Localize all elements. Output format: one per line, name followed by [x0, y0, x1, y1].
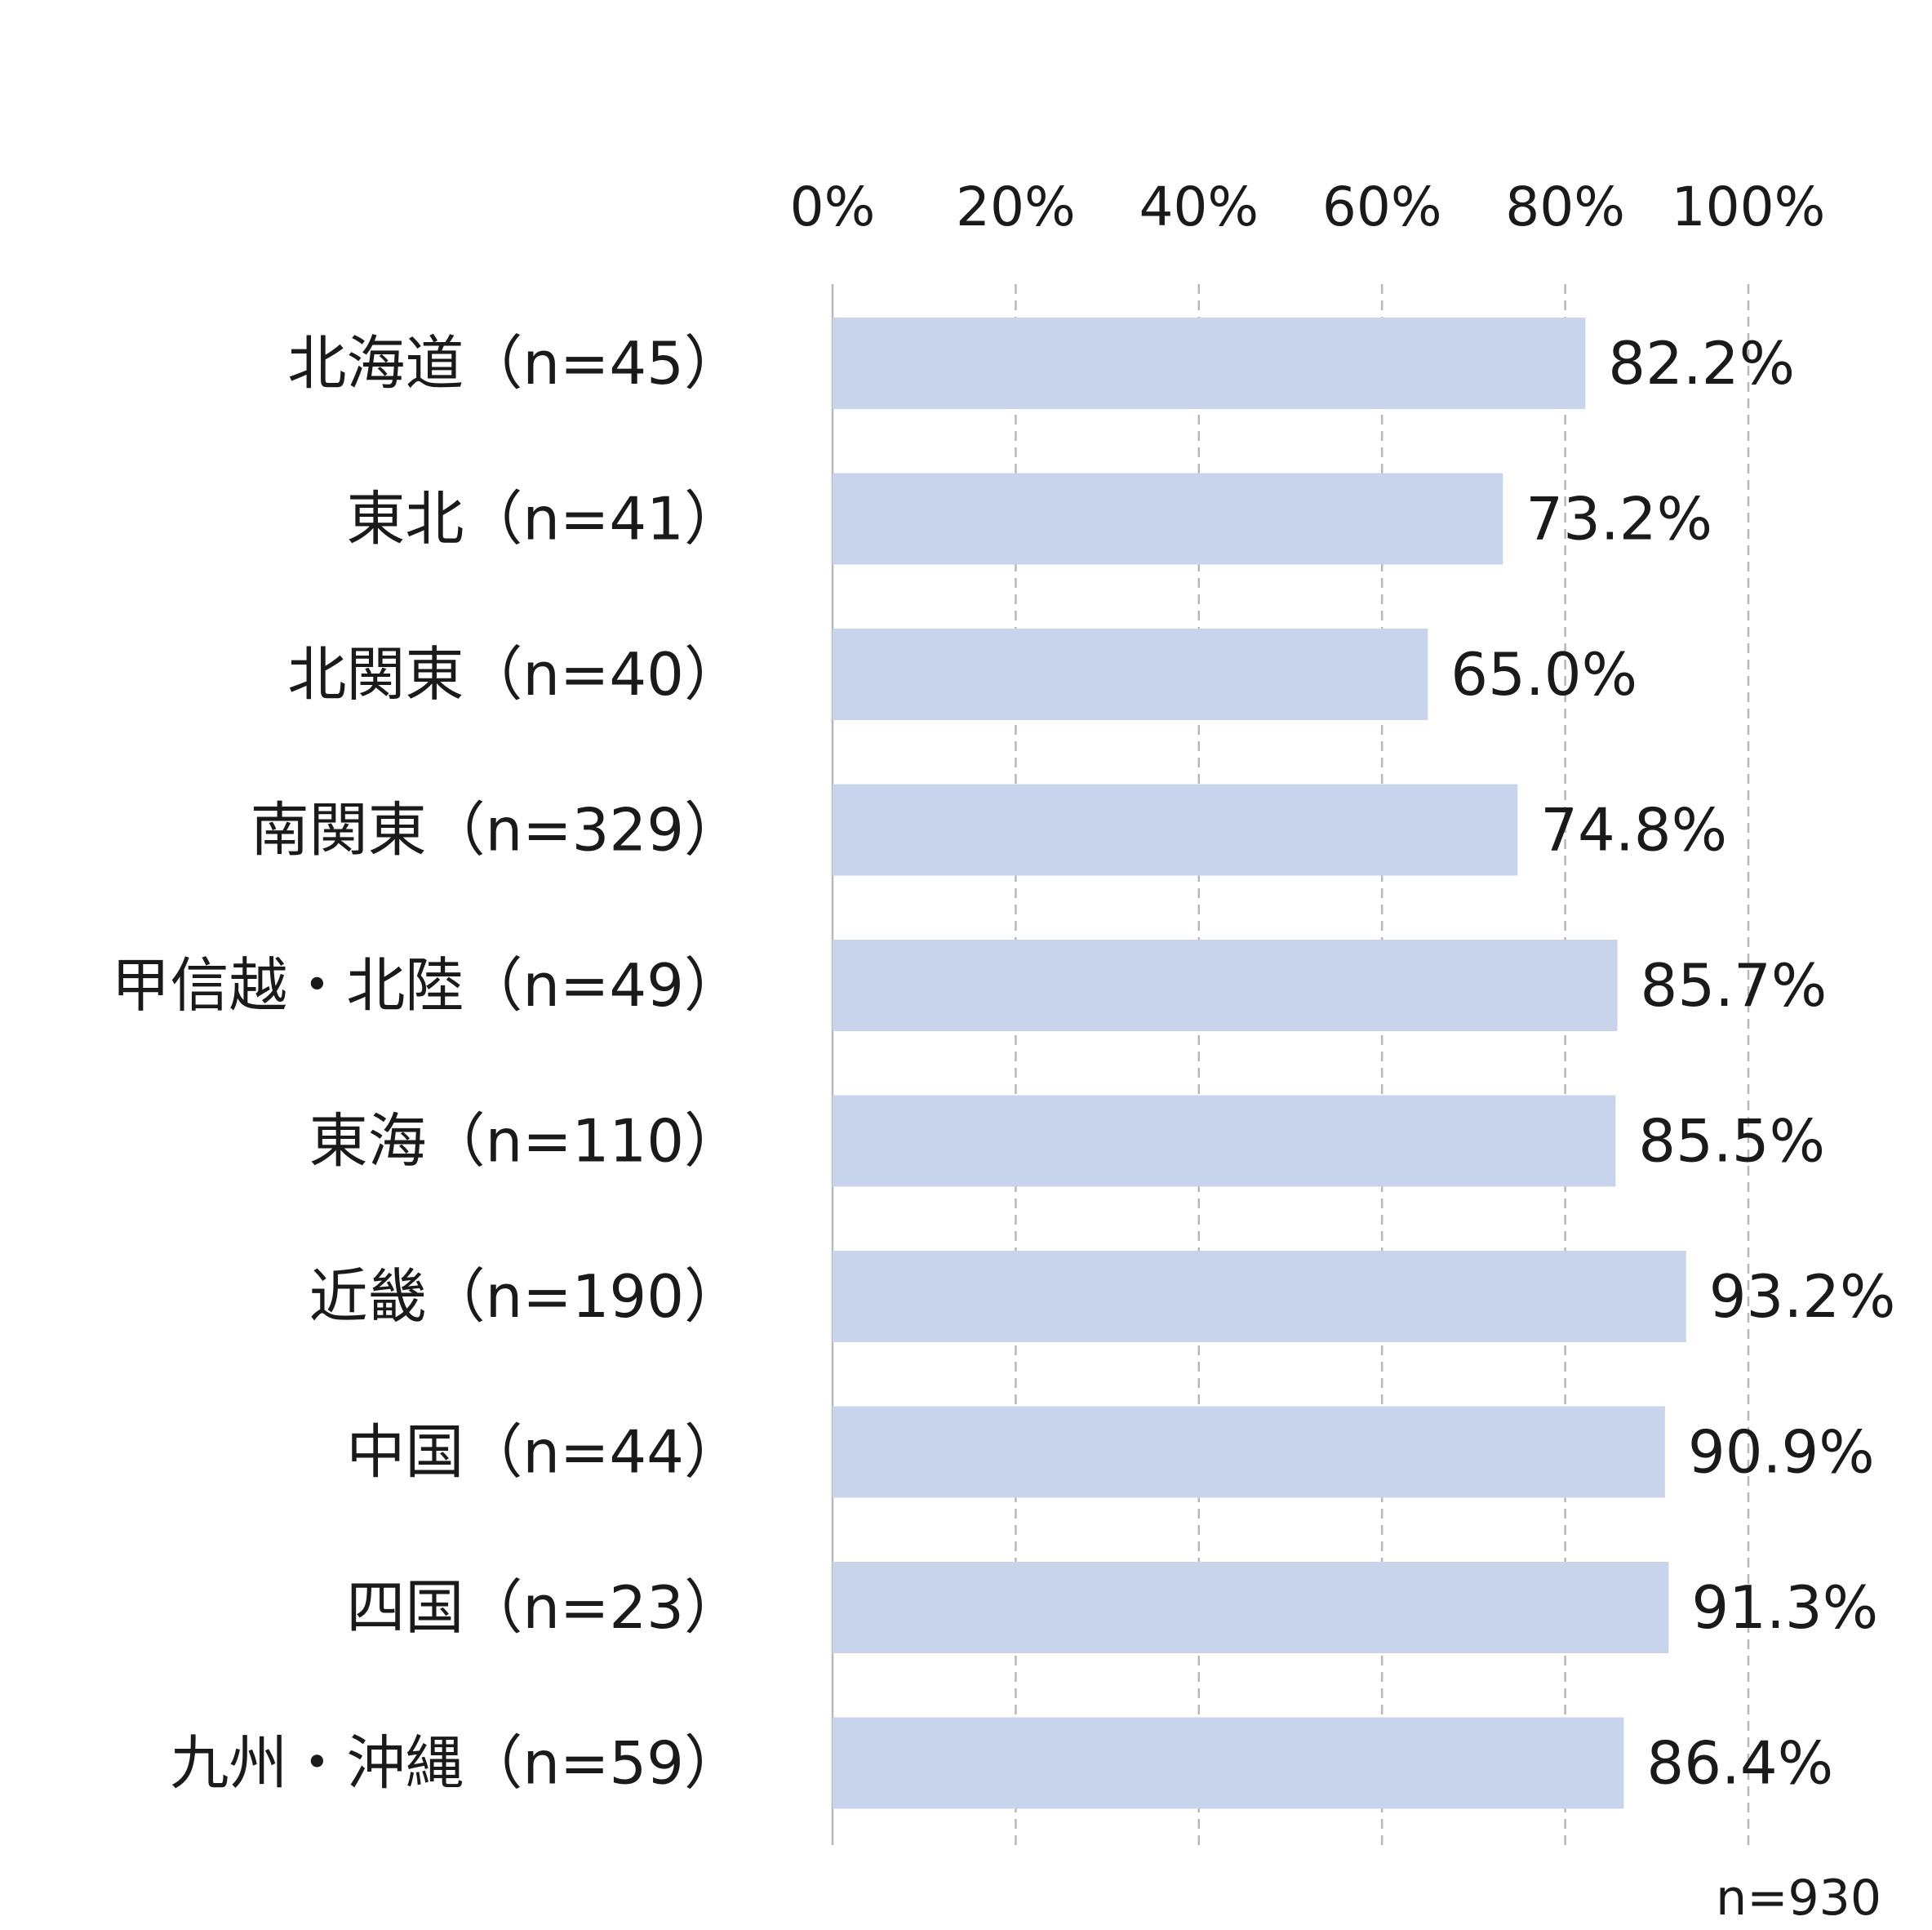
bar — [833, 940, 1618, 1031]
category-label: 南関東（n=329） — [251, 796, 743, 865]
x-tick-label: 0% — [790, 176, 876, 238]
bar — [833, 784, 1518, 876]
bars — [833, 318, 1686, 1809]
category-label: 北海道（n=45） — [287, 329, 743, 398]
category-label: 北関東（n=40） — [287, 640, 743, 709]
bar — [833, 1562, 1669, 1653]
data-label: 85.7% — [1641, 951, 1828, 1020]
data-label: 74.8% — [1540, 796, 1727, 865]
x-axis-ticks: 0% 20% 40% 60% 80% 100% — [790, 176, 1826, 238]
category-labels: 北海道（n=45） 東北（n=41） 北関東（n=40） 南関東（n=329） 甲信越・… — [111, 329, 743, 1798]
x-tick-label: 60% — [1322, 176, 1442, 238]
x-tick-label: 100% — [1672, 176, 1826, 238]
bar — [833, 1095, 1616, 1187]
bar — [833, 1717, 1624, 1809]
data-label: 85.5% — [1638, 1107, 1825, 1176]
data-label: 86.4% — [1646, 1729, 1833, 1798]
data-label: 91.3% — [1691, 1573, 1878, 1642]
category-label: 中国（n=44） — [346, 1418, 743, 1487]
data-label: 93.2% — [1709, 1262, 1896, 1331]
category-label: 東北（n=41） — [346, 485, 743, 554]
data-label: 65.0% — [1450, 640, 1637, 709]
x-tick-label: 40% — [1139, 176, 1259, 238]
data-label: 73.2% — [1526, 485, 1712, 554]
data-label: 82.2% — [1608, 329, 1795, 398]
category-label: 甲信越・北陸（n=49） — [111, 951, 743, 1020]
bar — [833, 629, 1428, 720]
sample-size-note: n=930 — [1716, 1870, 1881, 1927]
value-labels: 82.2% 73.2% 65.0% 74.8% 85.7% 85.5% 93.2% 90.9%… — [1450, 329, 1895, 1798]
data-label: 90.9% — [1688, 1418, 1875, 1487]
x-tick-label: 20% — [956, 176, 1076, 238]
x-tick-label: 80% — [1505, 176, 1625, 238]
bar — [833, 473, 1503, 565]
category-label: 四国（n=23） — [346, 1573, 743, 1642]
bar — [833, 1406, 1665, 1498]
bar — [833, 318, 1586, 409]
category-label: 東海（n=110） — [309, 1107, 743, 1176]
bar — [833, 1251, 1686, 1342]
category-label: 近畿（n=190） — [309, 1262, 743, 1331]
category-label: 九州・沖縄（n=59） — [170, 1729, 743, 1798]
